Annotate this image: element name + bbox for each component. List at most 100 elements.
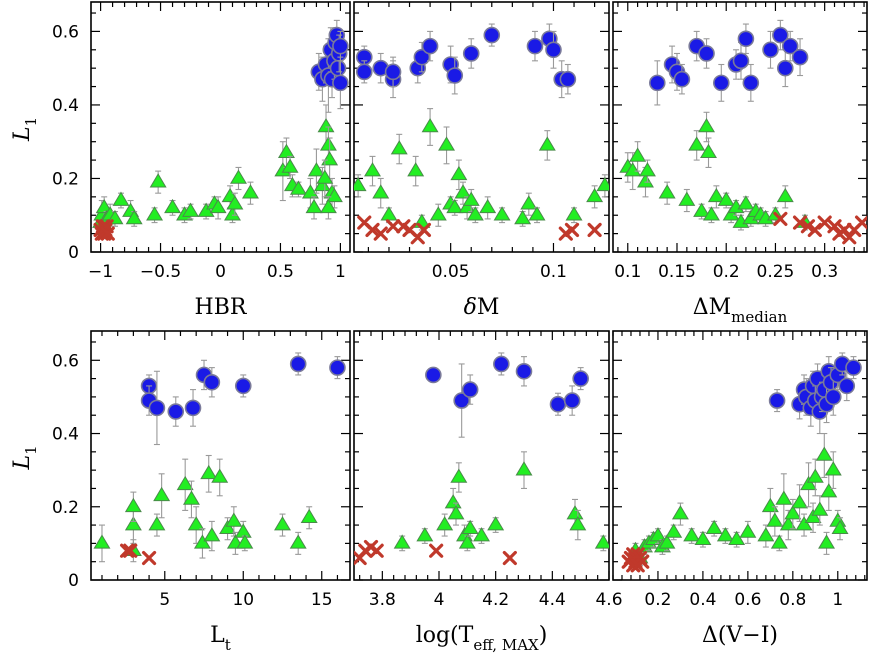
- cross-point: [429, 543, 444, 558]
- triangle-point: [407, 162, 425, 177]
- circle-point: [453, 392, 470, 409]
- triangle-point: [694, 530, 712, 546]
- triangle-point: [458, 534, 476, 549]
- circle-point: [742, 74, 760, 92]
- cross-point: [558, 226, 573, 241]
- data-points: [619, 19, 867, 245]
- x-axis-label: Δ(V−I): [702, 623, 778, 648]
- triangle-point: [224, 206, 241, 221]
- circle-point: [515, 362, 533, 380]
- triangle-point: [203, 527, 221, 542]
- circle-point: [845, 359, 862, 376]
- x-axis-label-text: HBR: [195, 295, 248, 320]
- cross-point: [97, 226, 112, 241]
- triangle-point: [446, 198, 464, 214]
- triangle-point: [815, 446, 833, 461]
- circle-point: [332, 37, 349, 55]
- triangle-point: [313, 176, 331, 192]
- triangle-point: [791, 494, 809, 509]
- triangle-point: [658, 184, 676, 199]
- triangle-point: [514, 209, 532, 225]
- triangle-point: [698, 118, 716, 133]
- triangle-point: [707, 187, 725, 203]
- triangle-point: [319, 198, 337, 214]
- triangle-point: [438, 136, 456, 151]
- circle-point: [413, 48, 431, 66]
- x-tick-label: 0: [215, 262, 226, 282]
- x-tick-label: 0.15: [658, 262, 696, 282]
- triangle-point: [125, 209, 143, 225]
- circle-point: [824, 388, 842, 406]
- circle-point: [732, 52, 750, 70]
- triangle-point: [305, 198, 323, 214]
- triangle-point: [702, 206, 720, 221]
- triangle-point: [164, 198, 182, 214]
- triangle-point: [321, 151, 339, 166]
- triangle-point: [594, 534, 609, 549]
- circle-point: [776, 59, 794, 77]
- circle-point: [355, 63, 373, 81]
- x-axis-label-text: M: [477, 295, 500, 320]
- circle-point: [838, 377, 856, 395]
- circle-point: [712, 74, 730, 92]
- panel-frame: [90, 330, 351, 581]
- cross-point: [817, 215, 832, 230]
- triangle-point: [566, 505, 584, 520]
- circle-point: [559, 70, 577, 88]
- panel-frame: [353, 330, 610, 581]
- triangle-point: [450, 468, 468, 483]
- circle-point: [563, 392, 581, 409]
- triangle-point: [784, 505, 802, 520]
- circle-point: [148, 399, 166, 417]
- circle-point: [234, 377, 252, 395]
- triangle-point: [824, 461, 842, 476]
- triangle-point: [688, 136, 706, 151]
- triangle-point: [473, 527, 490, 542]
- triangle-point: [454, 184, 472, 199]
- circle-point: [384, 63, 402, 81]
- x-tick-label: 0.25: [757, 262, 795, 282]
- circle-point: [184, 399, 202, 417]
- circle-point: [762, 41, 779, 59]
- triangle-point: [187, 516, 205, 531]
- triangle-point: [461, 519, 479, 535]
- triangle-point: [493, 206, 511, 221]
- circle-point: [772, 26, 789, 44]
- triangle-point: [241, 184, 259, 199]
- data-points: [621, 352, 862, 573]
- triangle-point: [211, 468, 229, 483]
- triangle-point: [737, 195, 755, 210]
- cross-point: [369, 543, 384, 558]
- x-tick-label: 0.5: [267, 262, 294, 282]
- triangle-point: [230, 169, 247, 184]
- triangle-point: [775, 490, 793, 505]
- triangle-point: [728, 530, 746, 546]
- circle-point: [737, 30, 755, 48]
- circle-point: [421, 37, 439, 55]
- triangle-point: [462, 191, 480, 206]
- circle-point: [203, 373, 221, 391]
- x-tick-label: 1: [832, 590, 843, 610]
- triangle-point: [225, 512, 243, 527]
- y-tick-label: 0.6: [52, 351, 79, 371]
- panel-frame: [612, 1, 868, 253]
- circle-point: [698, 45, 715, 62]
- triangle-point: [800, 475, 818, 491]
- data-points: [93, 352, 346, 566]
- triangle-point: [124, 497, 142, 513]
- triangle-point: [479, 198, 497, 214]
- y-axis-label: L1: [10, 445, 40, 470]
- y-tick-label: 0: [68, 243, 79, 263]
- panel-deltaM: 0.05 0.1 δM: [353, 1, 610, 320]
- triangle-point: [795, 516, 813, 531]
- cross-point: [120, 543, 135, 558]
- panel-frame: [353, 1, 610, 253]
- cross-point: [792, 215, 808, 230]
- triangle-point: [565, 206, 583, 221]
- triangle-point: [487, 516, 505, 531]
- circle-point: [329, 359, 346, 376]
- triangle-point: [678, 191, 696, 206]
- panel-deltaMmedian: 0.1 0.15 0.2 0.25 0.3 ΔMmedian: [612, 1, 868, 326]
- triangle-point: [176, 475, 194, 491]
